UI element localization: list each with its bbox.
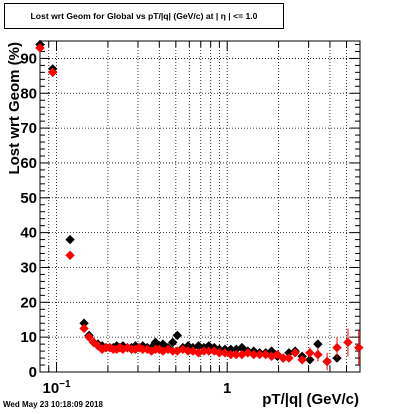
- data-point: [48, 67, 58, 78]
- data-point: [313, 349, 323, 360]
- data-point: [284, 353, 294, 363]
- y-tick-label: 30: [20, 259, 37, 276]
- data-point: [35, 43, 45, 53]
- axis-ticks: [39, 41, 361, 373]
- data-point: [290, 348, 300, 358]
- y-tick-label: 10: [20, 329, 37, 346]
- grid: [39, 41, 361, 372]
- data-point: [332, 342, 342, 353]
- y-axis-label: Lost wrt Geom (%): [6, 42, 23, 175]
- y-tick-label: 70: [20, 120, 37, 137]
- y-tick-label: 60: [20, 155, 37, 172]
- chart-title: Lost wrt Geom for Global vs pT/|q| (GeV/…: [4, 3, 284, 29]
- data-point: [272, 349, 283, 360]
- x-axis-label: pT/|q| (GeV/c): [262, 391, 359, 408]
- data-point: [313, 339, 323, 349]
- y-tick-label: 40: [20, 225, 37, 242]
- x-tick-label: 10−1: [42, 379, 71, 397]
- x-tick-label: 1: [223, 380, 231, 397]
- data-point: [84, 332, 94, 342]
- data-point: [354, 342, 364, 353]
- y-tick-label: 20: [20, 294, 37, 311]
- data-point: [343, 337, 353, 348]
- timestamp: Wed May 23 10:18:09 2018: [3, 400, 103, 409]
- data-point: [168, 337, 178, 348]
- data-point: [297, 355, 307, 365]
- data-point: [305, 348, 315, 358]
- y-tick-label: 80: [20, 85, 37, 102]
- data-point: [305, 355, 315, 365]
- plot-frame: [39, 40, 361, 373]
- y-tick-label: 50: [20, 190, 37, 207]
- data-point: [322, 356, 332, 367]
- series-0: [35, 39, 342, 367]
- data-series: [35, 39, 364, 371]
- tick-labels: 0 10 20 30 40 50 60 70 80 90 10−1 1: [20, 50, 231, 397]
- data-point: [172, 330, 183, 341]
- y-tick-label: 0: [29, 364, 37, 381]
- y-tick-label: 90: [20, 50, 37, 67]
- data-point: [65, 250, 75, 260]
- data-point: [65, 234, 75, 245]
- data-point: [79, 323, 89, 334]
- series-1: [35, 43, 364, 371]
